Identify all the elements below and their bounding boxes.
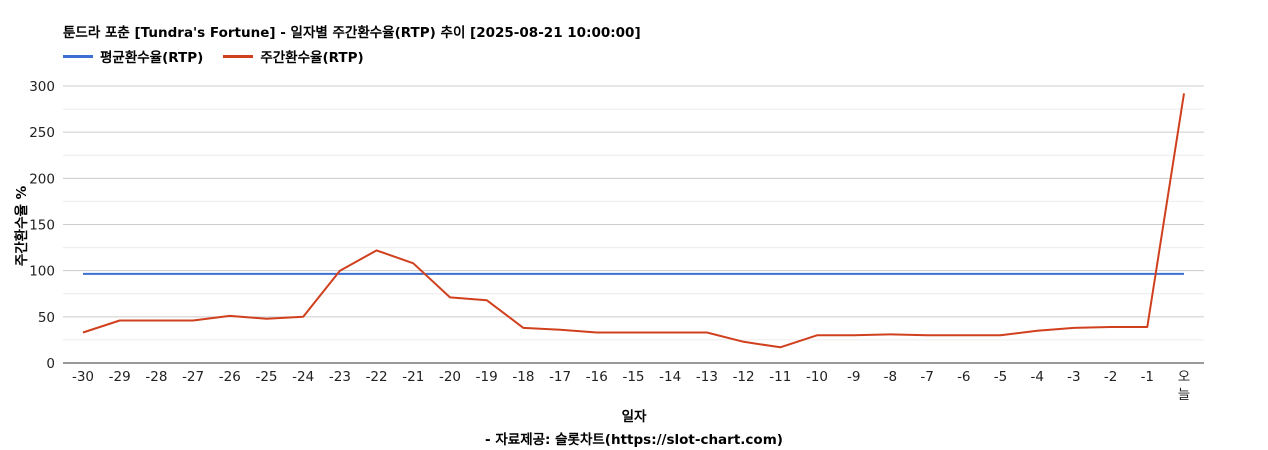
- x-tick-label: -28: [145, 369, 167, 385]
- x-tick-label: -26: [219, 369, 241, 385]
- x-tick-label: -2: [1104, 369, 1117, 385]
- x-tick-label: -27: [182, 369, 204, 385]
- y-tick-label: 0: [46, 356, 55, 372]
- x-tick-label: -8: [884, 369, 897, 385]
- x-tick-label: -3: [1067, 369, 1080, 385]
- x-tick-label: -29: [109, 369, 131, 385]
- y-tick-label: 200: [29, 171, 55, 187]
- legend-label-average: 평균환수율(RTP): [100, 50, 204, 66]
- x-tick-label: -7: [920, 369, 933, 385]
- y-tick-label: 300: [29, 79, 55, 95]
- x-tick-label: -19: [476, 369, 498, 385]
- x-tick-label: -22: [366, 369, 388, 385]
- x-tick-label: -13: [696, 369, 718, 385]
- legend-item-weekly[interactable]: 주간환수율(RTP): [223, 46, 364, 66]
- x-tick-label: 늘: [1178, 387, 1190, 403]
- legend-item-average[interactable]: 평균환수율(RTP): [63, 46, 203, 66]
- x-tick-label: -21: [402, 369, 424, 385]
- chart-title: 툰드라 포춘 [Tundra's Fortune] - 일자별 주간환수율(RT…: [63, 25, 641, 41]
- y-tick-label: 250: [29, 125, 55, 141]
- x-tick-label: -5: [994, 369, 1007, 385]
- x-tick-label: -9: [847, 369, 860, 385]
- x-tick-label: -4: [1030, 369, 1043, 385]
- x-tick-label: -18: [512, 369, 534, 385]
- source-note: - 자료제공: 슬롯차트(https://slot-chart.com): [485, 432, 783, 448]
- x-tick-label: 오: [1178, 369, 1190, 385]
- x-tick-label: -10: [806, 369, 828, 385]
- x-tick-label: -6: [957, 369, 970, 385]
- y-tick-label: 50: [38, 310, 55, 326]
- y-tick-label: 150: [29, 218, 55, 234]
- legend: 평균환수율(RTP) 주간환수율(RTP): [63, 46, 384, 66]
- x-tick-label: -24: [292, 369, 314, 385]
- x-tick-label: -23: [329, 369, 351, 385]
- x-tick-label: -20: [439, 369, 461, 385]
- series-line-weekly: [82, 93, 1185, 349]
- legend-label-weekly: 주간환수율(RTP): [260, 50, 364, 66]
- x-tick-label: -1: [1141, 369, 1154, 385]
- x-tick-label: -30: [72, 369, 94, 385]
- x-axis-label: 일자: [621, 409, 647, 425]
- x-tick-label: -25: [255, 369, 277, 385]
- x-tick-label: -16: [586, 369, 608, 385]
- x-tick-label: -12: [733, 369, 755, 385]
- y-tick-label: 100: [29, 264, 55, 280]
- x-tick-label: -11: [769, 369, 791, 385]
- legend-swatch-weekly: [223, 54, 254, 58]
- x-tick-label: -14: [659, 369, 681, 385]
- y-axis-label: 주간환수율 %: [14, 185, 30, 267]
- x-tick-label: -17: [549, 369, 571, 385]
- x-tick-label: -15: [622, 369, 644, 385]
- legend-swatch-average: [63, 54, 93, 58]
